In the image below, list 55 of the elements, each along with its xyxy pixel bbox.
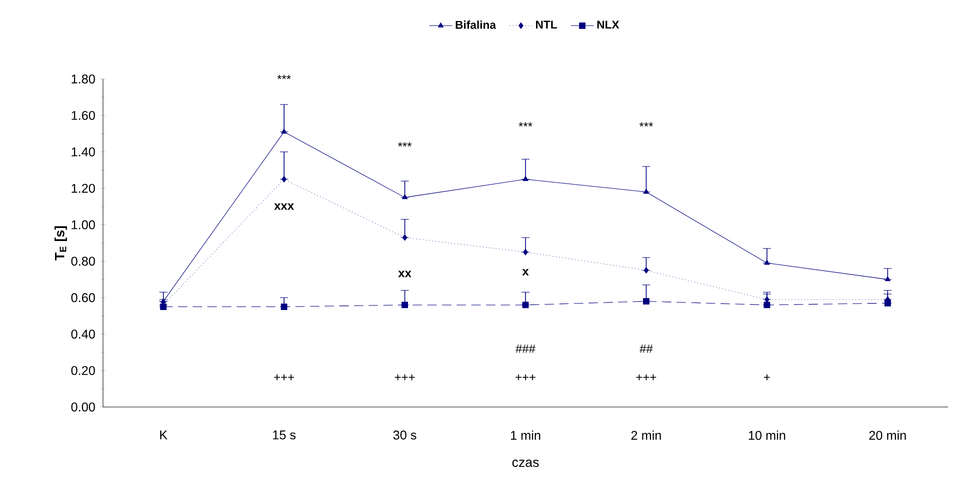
x-tick-label: 15 s [273, 430, 296, 440]
legend-label: NLX [597, 20, 620, 29]
point [280, 304, 288, 310]
x-tick-label: 2 min [631, 430, 661, 440]
annotation: *** [518, 122, 532, 126]
annotation: ### [516, 344, 536, 353]
y-tick-label: 0.60 [71, 293, 95, 302]
y-tick-label: 1.60 [72, 110, 95, 120]
annotation: *** [639, 122, 654, 126]
x-tick-label: 10 min [748, 430, 786, 440]
point [884, 300, 891, 306]
point [160, 298, 166, 304]
annotation: +++ [516, 374, 536, 380]
annotation: *** [277, 74, 291, 80]
y-tick-label: 1.00 [72, 220, 95, 230]
y-tick-label: 1.40 [72, 147, 95, 156]
annotation: xx [398, 270, 412, 278]
point [764, 296, 770, 303]
annotation: *** [398, 142, 412, 147]
point [281, 128, 287, 134]
point [523, 248, 528, 256]
annotation: ## [640, 344, 653, 353]
point [644, 267, 649, 274]
legend-label: Bifalina [456, 20, 496, 29]
x-tick-label: 30 s [393, 430, 416, 440]
point [884, 276, 890, 282]
point [643, 298, 650, 305]
x-tick-label: 1 min [510, 430, 540, 440]
point [764, 302, 770, 308]
x-tick-label: 20 min [869, 430, 906, 440]
annotation: xxx [274, 203, 294, 210]
y-tick-label: 0.00 [71, 402, 95, 412]
y-tick-label: 0.40 [71, 330, 95, 339]
x-tick-label: K [160, 430, 168, 440]
point [522, 302, 529, 308]
y-tick-label: 0.80 [71, 256, 95, 266]
point [402, 302, 408, 308]
legend-label: NTL [536, 20, 557, 29]
annotation: +++ [274, 374, 294, 380]
point [282, 176, 287, 182]
y-tick-label: 0.20 [71, 366, 95, 376]
annotation: x [522, 268, 529, 276]
point [522, 176, 528, 181]
y-tick-label: 1.20 [72, 184, 95, 193]
x-axis-title: czas [512, 460, 539, 467]
y-axis-title: T$_{E}$ [s] [54, 226, 67, 260]
point [643, 188, 650, 194]
point [402, 234, 408, 241]
annotation: + [764, 374, 770, 380]
annotation: +++ [394, 374, 415, 380]
point [160, 304, 167, 310]
point [402, 194, 408, 200]
y-tick-label: 1.80 [72, 74, 95, 84]
point [764, 260, 770, 265]
annotation: +++ [636, 374, 656, 380]
